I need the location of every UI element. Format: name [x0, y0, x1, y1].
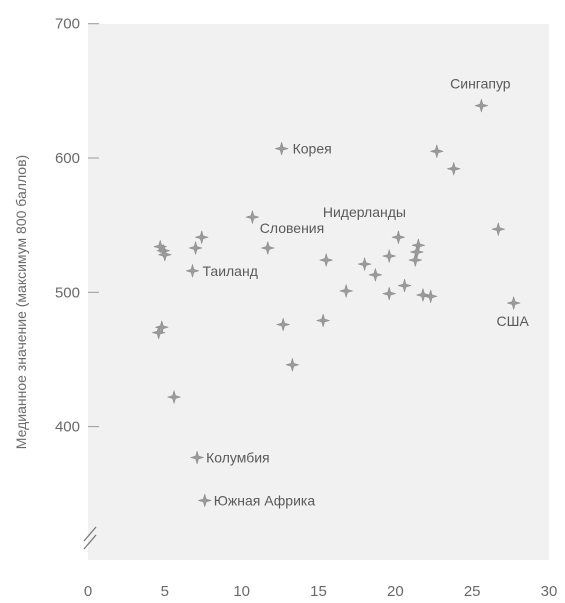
- point-label: США: [497, 313, 530, 329]
- x-tick-label: 15: [310, 583, 327, 600]
- x-tick-label: 25: [464, 583, 481, 600]
- x-axis: 0 5 10 15 20 25 30: [84, 583, 558, 600]
- y-tick-label: 700: [55, 16, 80, 33]
- data-point: [166, 389, 182, 405]
- data-point: [274, 141, 290, 156]
- data-point: [407, 252, 423, 268]
- data-point: [318, 252, 334, 268]
- data-point: [381, 286, 397, 302]
- point-label: Корея: [293, 141, 332, 157]
- axis-break-slash: [83, 534, 97, 550]
- data-point: [446, 161, 462, 177]
- data-point: [315, 313, 331, 328]
- data-point: [415, 287, 431, 303]
- data-point: [429, 143, 445, 159]
- data-point: [506, 295, 522, 311]
- y-tick-label: 500: [55, 284, 80, 301]
- y-axis-label: Медианное значение (максимум 800 баллов): [13, 155, 29, 449]
- data-point: [189, 450, 205, 465]
- point-label: Южная Африка: [214, 492, 316, 508]
- data-point: [381, 248, 397, 264]
- axis-break-slash: [83, 526, 97, 542]
- data-point: [245, 209, 260, 225]
- data-point: [473, 98, 489, 114]
- data-point: [260, 240, 276, 256]
- data-point: [155, 243, 171, 259]
- data-point: [338, 283, 354, 299]
- data-point: [357, 256, 372, 272]
- data-point: [391, 229, 406, 245]
- data-point: [194, 229, 210, 245]
- data-point: [188, 240, 203, 256]
- data-point: [151, 325, 167, 340]
- point-label: Нидерланды: [323, 204, 406, 220]
- data-point: [284, 357, 300, 373]
- y-axis: 400 500 600 700: [55, 16, 99, 436]
- point-label: Сингапур: [450, 76, 511, 92]
- data-points: [151, 98, 522, 508]
- data-point: [197, 493, 213, 508]
- x-tick-label: 20: [387, 583, 404, 600]
- data-point: [275, 317, 291, 332]
- x-tick-label: 30: [541, 583, 558, 600]
- x-tick-label: 5: [161, 583, 169, 600]
- point-label: Колумбия: [206, 449, 270, 465]
- x-tick-label: 0: [84, 583, 92, 600]
- data-point: [490, 221, 506, 237]
- point-label: Таиланд: [202, 263, 257, 279]
- data-point: [423, 288, 439, 304]
- data-point: [157, 247, 173, 263]
- y-tick-label: 400: [55, 419, 80, 436]
- data-point: [367, 267, 383, 283]
- point-label: Словения: [260, 220, 324, 236]
- y-tick-label: 600: [55, 150, 80, 167]
- plot-area: [88, 24, 549, 560]
- data-point: [397, 278, 412, 293]
- plot-background: [88, 24, 549, 560]
- axis-break-mark: [83, 526, 97, 550]
- x-tick-label: 10: [233, 583, 250, 600]
- data-point: [185, 263, 200, 279]
